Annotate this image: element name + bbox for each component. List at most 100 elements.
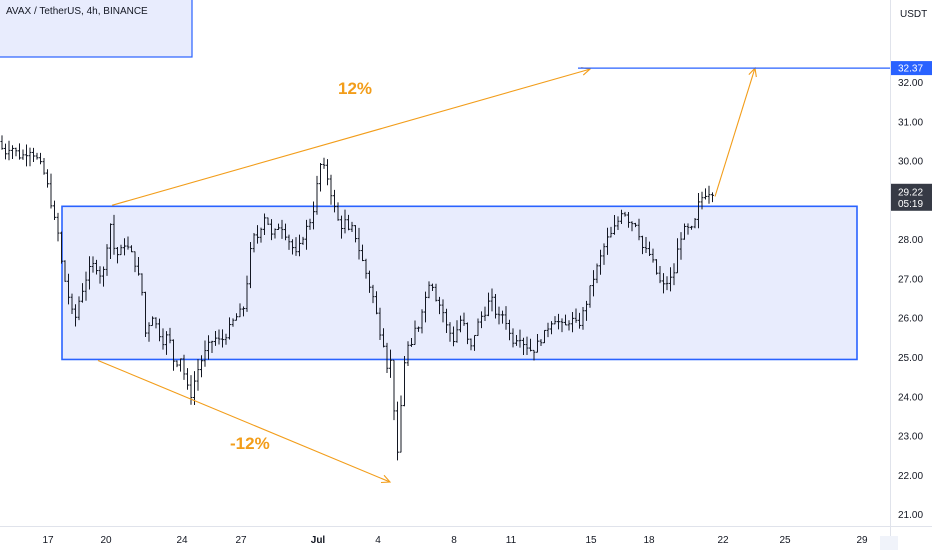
ohlc-bar — [32, 147, 35, 163]
last-price-tag — [891, 183, 932, 211]
ohlc-bar — [193, 371, 196, 405]
price-tick-label: 22.00 — [898, 471, 923, 482]
ohlc-bar — [417, 326, 420, 332]
ohlc-bar — [599, 249, 602, 275]
ohlc-bar — [221, 329, 224, 348]
ohlc-bar — [651, 248, 655, 263]
time-tick-label: 22 — [717, 535, 729, 546]
ohlc-bar — [308, 218, 312, 230]
ohlc-bar — [672, 263, 676, 286]
ohlc-bar — [109, 223, 112, 259]
symbol-legend-box[interactable]: AVAX / TetherUS, 4h, BINANCE — [0, 0, 193, 58]
ohlc-bar — [119, 244, 123, 256]
ohlc-bar — [28, 147, 32, 167]
ohlc-bar — [606, 227, 609, 255]
ohlc-bar — [410, 337, 413, 347]
ohlc-bar — [644, 236, 648, 254]
ohlc-bar — [203, 340, 207, 367]
ohlc-bar — [207, 335, 210, 360]
ohlc-bar — [420, 309, 424, 334]
ohlc-bar — [238, 303, 242, 318]
ohlc-bar — [581, 306, 585, 330]
ohlc-bar — [382, 328, 385, 348]
ohlc-bar — [21, 149, 25, 160]
ohlc-bar — [662, 273, 665, 294]
down-arrow — [97, 359, 391, 483]
time-axis-corner — [880, 536, 898, 550]
ohlc-bar — [634, 222, 637, 228]
ohlc-bar — [319, 163, 322, 192]
ohlc-bar — [270, 219, 273, 241]
ohlc-bar — [63, 260, 67, 282]
time-tick-label: 15 — [585, 535, 597, 546]
ohlc-bar — [70, 293, 74, 314]
ohlc-bar — [648, 241, 651, 257]
ohlc-bar — [476, 318, 480, 336]
ohlc-bar — [627, 211, 630, 228]
ohlc-bar — [665, 276, 669, 291]
ohlc-bar — [364, 258, 368, 279]
ohlc-bar — [0, 135, 4, 150]
ohlc-bar — [81, 283, 84, 303]
ohlc-bar — [196, 358, 200, 391]
ohlc-bar — [497, 306, 501, 325]
ohlc-bar — [641, 235, 644, 255]
ohlc-bar — [140, 273, 144, 296]
annotation-up-percent: 12% — [338, 79, 372, 98]
ohlc-bar — [228, 317, 231, 340]
ohlc-bar — [266, 217, 270, 225]
ohlc-bar — [448, 322, 452, 342]
ohlc-bar — [284, 223, 287, 241]
ohlc-bar — [546, 322, 550, 338]
ohlc-bar — [340, 215, 343, 239]
ohlc-bar — [298, 234, 301, 257]
time-tick-label: Jul — [311, 535, 326, 546]
accumulation-range-box — [61, 205, 858, 361]
ohlc-bar — [655, 259, 658, 275]
ohlc-bar — [60, 231, 63, 264]
ohlc-bar — [259, 227, 263, 243]
ohlc-bar — [161, 328, 165, 350]
ohlc-bar — [560, 318, 564, 333]
down-arrow-head — [380, 474, 392, 484]
ohlc-bar — [427, 281, 431, 299]
ohlc-bar — [224, 333, 228, 345]
ohlc-bar — [539, 339, 543, 346]
ohlc-bar — [98, 266, 102, 284]
ohlc-bar — [616, 216, 620, 231]
ohlc-bar — [515, 335, 518, 346]
ohlc-bar — [490, 288, 494, 312]
ohlc-bar — [95, 259, 98, 275]
ohlc-bar — [287, 234, 291, 250]
ohlc-bar — [144, 291, 147, 337]
ohlc-bar — [508, 319, 511, 341]
ohlc-bar — [630, 221, 634, 232]
ohlc-bar — [91, 256, 95, 273]
ohlc-bar — [210, 340, 214, 353]
ohlc-bar — [378, 307, 382, 341]
time-tick-label: 24 — [176, 535, 188, 546]
ohlc-bar — [165, 331, 168, 355]
price-tick-label: 25.00 — [898, 353, 923, 364]
ohlc-bar — [683, 223, 686, 240]
ohlc-bar — [595, 263, 599, 284]
ohlc-bar — [305, 219, 308, 250]
ohlc-bar — [217, 329, 221, 345]
ohlc-bar — [466, 322, 469, 345]
ohlc-bar — [231, 318, 235, 327]
ohlc-bars-layer — [0, 135, 714, 461]
ohlc-bar — [249, 242, 252, 289]
ohlc-bar — [280, 219, 284, 239]
ohlc-bar — [329, 174, 333, 205]
ohlc-bar — [147, 322, 151, 342]
ohlc-bar — [704, 188, 707, 200]
ohlc-bar — [396, 401, 399, 461]
ohlc-bar — [602, 243, 606, 265]
ohlc-bar — [525, 336, 529, 356]
ohlc-bar — [385, 342, 389, 374]
time-tick-label: 17 — [42, 535, 54, 546]
ohlc-bar — [609, 226, 613, 238]
ohlc-bar — [242, 306, 245, 317]
ohlc-bar — [291, 239, 294, 255]
